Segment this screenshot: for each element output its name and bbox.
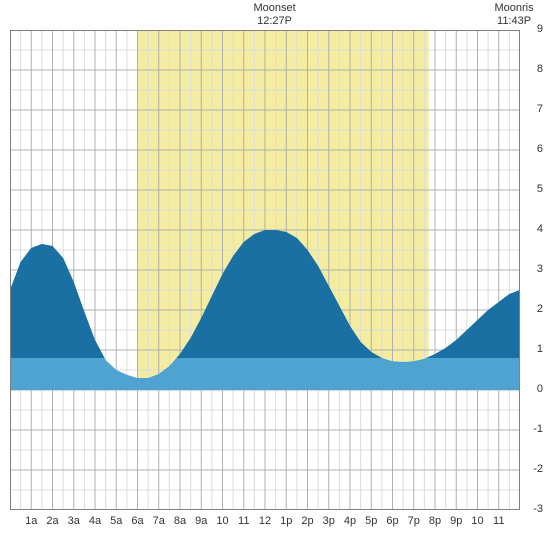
y-tick-label: 5	[523, 183, 543, 195]
x-tick-label: 11	[488, 515, 510, 527]
x-tick-label: 2a	[42, 515, 64, 527]
y-tick-label: 3	[523, 263, 543, 275]
y-tick-label: 6	[523, 143, 543, 155]
x-tick-label: 9a	[190, 515, 212, 527]
x-tick-label: 3p	[318, 515, 340, 527]
x-tick-label: 4a	[84, 515, 106, 527]
y-tick-label: 4	[523, 223, 543, 235]
y-tick-label: -3	[523, 503, 543, 515]
y-tick-label: 8	[523, 63, 543, 75]
x-tick-label: 6a	[127, 515, 149, 527]
x-tick-label: 4p	[339, 515, 361, 527]
x-tick-label: 2p	[297, 515, 319, 527]
x-tick-label: 6p	[382, 515, 404, 527]
y-tick-label: 2	[523, 303, 543, 315]
x-tick-label: 9p	[445, 515, 467, 527]
x-tick-label: 3a	[63, 515, 85, 527]
y-tick-label: -2	[523, 463, 543, 475]
tide-chart	[10, 30, 520, 510]
x-tick-label: 5p	[360, 515, 382, 527]
x-tick-label: 8a	[169, 515, 191, 527]
y-tick-label: 9	[523, 23, 543, 35]
y-tick-label: 0	[523, 383, 543, 395]
y-tick-label: 7	[523, 103, 543, 115]
x-tick-label: 1p	[275, 515, 297, 527]
x-tick-label: 5a	[105, 515, 127, 527]
x-tick-label: 11	[233, 515, 255, 527]
x-tick-label: 7a	[148, 515, 170, 527]
x-tick-label: 8p	[424, 515, 446, 527]
moon-event-label: Moonset12:27P	[245, 2, 305, 28]
x-tick-label: 12	[254, 515, 276, 527]
y-tick-label: 1	[523, 343, 543, 355]
x-tick-label: 7p	[403, 515, 425, 527]
x-tick-label: 10	[212, 515, 234, 527]
x-tick-label: 1a	[20, 515, 42, 527]
x-tick-label: 10	[467, 515, 489, 527]
y-tick-label: -1	[523, 423, 543, 435]
